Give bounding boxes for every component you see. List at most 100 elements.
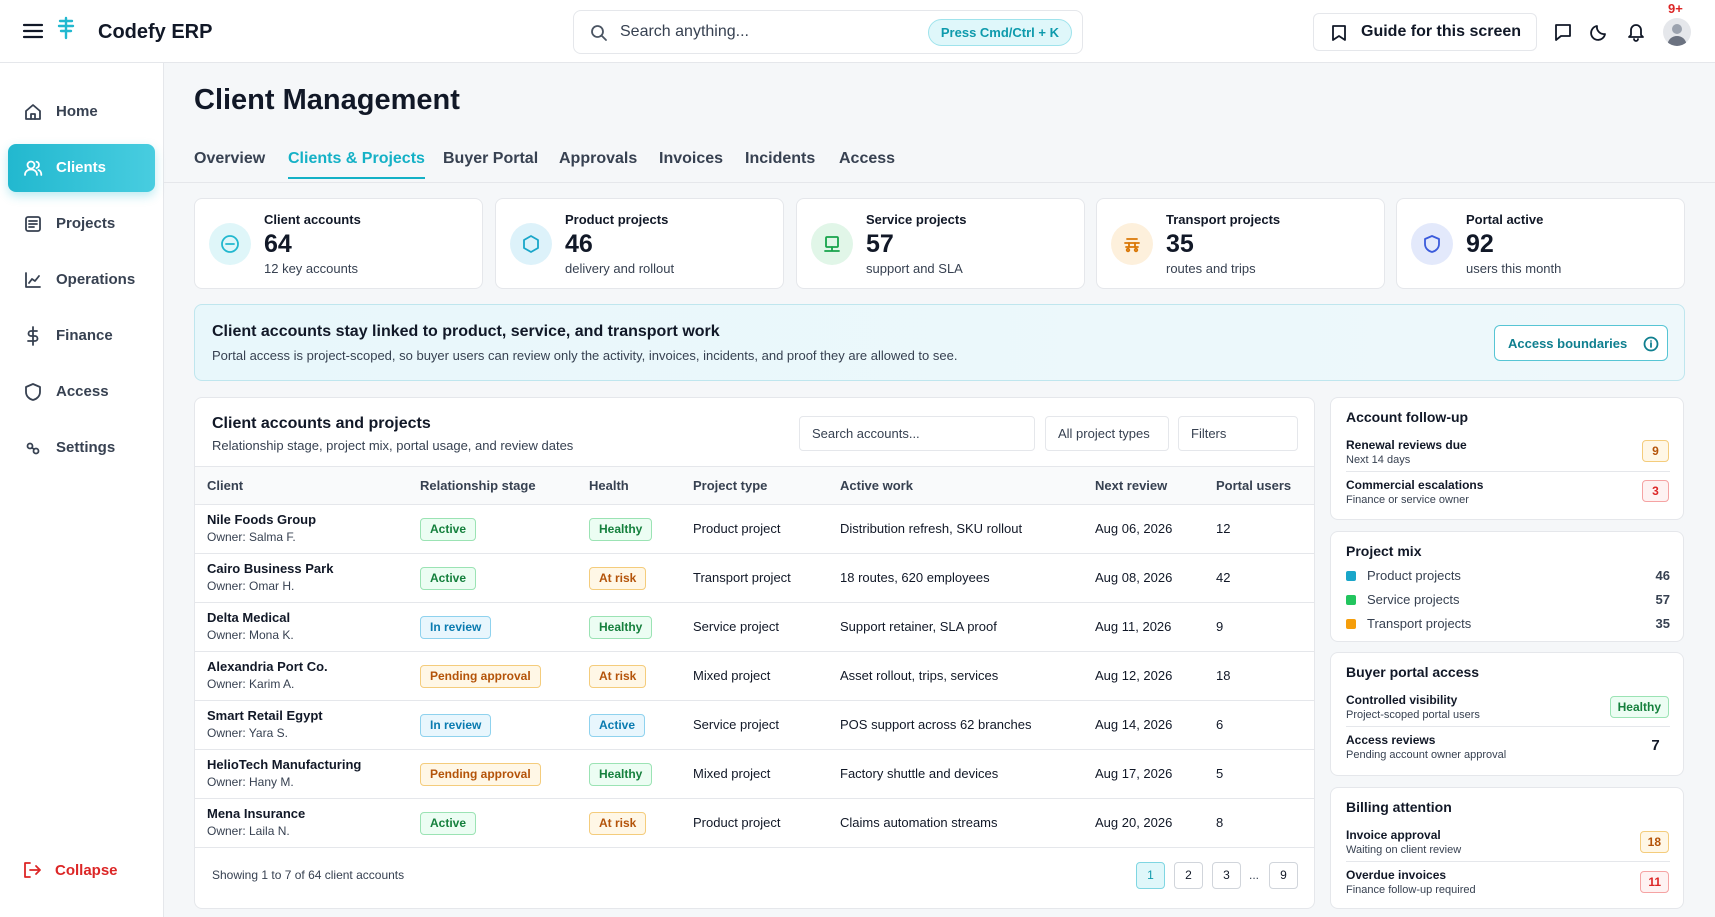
column-header[interactable]: Relationship stage [420,478,536,493]
users-icon [23,158,43,178]
table-row[interactable]: Alexandria Port Co. Owner: Karim A. Pend… [195,652,1314,701]
kpi-product-projects: Product projects 46 delivery and rollout [495,198,784,289]
tab-invoices[interactable]: Invoices [659,150,724,167]
client-owner: Owner: Karim A. [207,677,295,691]
table-row[interactable]: Mena Insurance Owner: Laila N. Active At… [195,799,1314,848]
page-9-button[interactable]: 9 [1269,862,1298,889]
sidebar-item-settings[interactable]: Settings [8,424,155,472]
legend-dot [1346,571,1356,581]
global-search[interactable]: Search anything... Press Cmd/Ctrl + K [573,10,1083,54]
dollar-icon [23,326,43,346]
mix-label: Transport projects [1367,616,1472,631]
client-name[interactable]: Cairo Business Park [207,561,334,576]
portal-users: 5 [1216,766,1224,781]
guide-button[interactable]: Guide for this screen [1313,13,1537,51]
kpi-subtitle: support and SLA [866,261,963,276]
search-input[interactable]: Search anything... [620,23,749,40]
filters-button[interactable]: Filters [1178,416,1298,451]
portal-users: 12 [1216,521,1231,536]
follow-up-item-title[interactable]: Commercial escalations [1346,478,1484,492]
mix-label: Product projects [1367,568,1461,583]
follow-up-item-title[interactable]: Renewal reviews due [1346,438,1467,452]
table-row[interactable]: Cairo Business Park Owner: Omar H. Activ… [195,554,1314,603]
sidebar-item-projects[interactable]: Projects [8,200,155,248]
table-row[interactable]: Nile Foods Group Owner: Salma F. Active … [195,505,1314,554]
chat-icon[interactable] [1553,22,1573,42]
page-1-button[interactable]: 1 [1136,862,1165,889]
access-boundaries-label: Access boundaries [1508,336,1628,351]
health-badge: Healthy [589,518,653,541]
billing-item-title[interactable]: Overdue invoices [1346,868,1447,882]
table-row[interactable]: Delta Medical Owner: Mona K. In review H… [195,603,1314,652]
billing-item-title[interactable]: Invoice approval [1346,828,1441,842]
page-title: Client Management [194,84,460,116]
project-type: Product project [693,521,781,536]
minus-circle-icon [209,223,251,265]
kpi-portal-active: Portal active 92 users this month [1396,198,1685,289]
sidebar-item-access[interactable]: Access [8,368,155,416]
tab-overview[interactable]: Overview [194,150,266,167]
accounts-search-input[interactable]: Search accounts... [799,416,1035,451]
access-boundaries-button[interactable]: Access boundaries [1494,325,1668,361]
sidebar-item-home[interactable]: Home [8,88,155,136]
next-review: Aug 14, 2026 [1095,717,1173,732]
client-name[interactable]: Nile Foods Group [207,512,317,527]
next-review: Aug 06, 2026 [1095,521,1173,536]
kpi-title: Transport projects [1166,212,1281,227]
tab-approvals[interactable]: Approvals [559,150,638,167]
sidebar-item-finance[interactable]: Finance [8,312,155,360]
client-owner: Owner: Omar H. [207,579,295,593]
column-header[interactable]: Next review [1095,478,1168,493]
bus-icon [1111,223,1153,265]
menu-icon[interactable] [22,21,44,41]
sidebar-item-label: Finance [56,327,113,344]
client-name[interactable]: Delta Medical [207,610,291,625]
avatar[interactable] [1663,18,1691,46]
health-badge: Healthy [589,763,653,786]
client-name[interactable]: Smart Retail Egypt [207,708,323,723]
bell-icon[interactable] [1626,22,1646,42]
sidebar-item-clients[interactable]: Clients [8,144,155,192]
active-work: 18 routes, 620 employees [840,570,990,585]
banner-text: Portal access is project-scoped, so buye… [212,348,958,363]
dark-mode-icon[interactable] [1589,22,1609,42]
client-name[interactable]: HelioTech Manufacturing [207,757,362,772]
column-header[interactable]: Health [589,478,629,493]
page-3-button[interactable]: 3 [1212,862,1241,889]
app-title: Codefy ERP [98,21,213,43]
client-name[interactable]: Alexandria Port Co. [207,659,328,674]
kpi-service-projects: Service projects 57 support and SLA [796,198,1085,289]
notification-count-badge: 9+ [1668,1,1683,16]
settings-icon [23,438,43,458]
tab-buyer-portal[interactable]: Buyer Portal [443,150,539,167]
page-2-button[interactable]: 2 [1174,862,1203,889]
home-icon [23,102,43,122]
mix-row: Transport projects 35 [1346,616,1670,634]
column-header[interactable]: Active work [840,478,913,493]
column-header[interactable]: Client [207,478,244,493]
stage-badge: In review [420,714,492,737]
stage-badge: Active [420,812,477,835]
client-name[interactable]: Mena Insurance [207,806,306,821]
legend-dot [1346,619,1356,629]
kpi-title: Client accounts [264,212,361,227]
client-owner: Owner: Laila N. [207,824,290,838]
portal-item-title[interactable]: Controlled visibility [1346,693,1458,707]
table-row[interactable]: Smart Retail Egypt Owner: Yara S. In rev… [195,701,1314,750]
column-header[interactable]: Portal users [1216,478,1292,493]
table-header: Client Relationship stage Health Project… [195,466,1314,505]
tab-clients-projects[interactable]: Clients & Projects [288,150,425,179]
project-type-select[interactable]: All project types [1045,416,1169,451]
count-badge: 11 [1640,871,1669,893]
divider [1346,726,1670,727]
sidebar-item-operations[interactable]: Operations [8,256,155,304]
column-header[interactable]: Project type [693,478,768,493]
portal-item-title[interactable]: Access reviews [1346,733,1436,747]
tab-access[interactable]: Access [839,150,896,167]
table-row[interactable]: HelioTech Manufacturing Owner: Hany M. P… [195,750,1314,799]
tab-bar: Overview Clients & Projects Buyer Portal… [164,141,1715,183]
mix-value: 46 [1655,568,1670,583]
tab-incidents[interactable]: Incidents [745,150,816,167]
kpi-title: Portal active [1466,212,1544,227]
document-icon [23,214,43,234]
